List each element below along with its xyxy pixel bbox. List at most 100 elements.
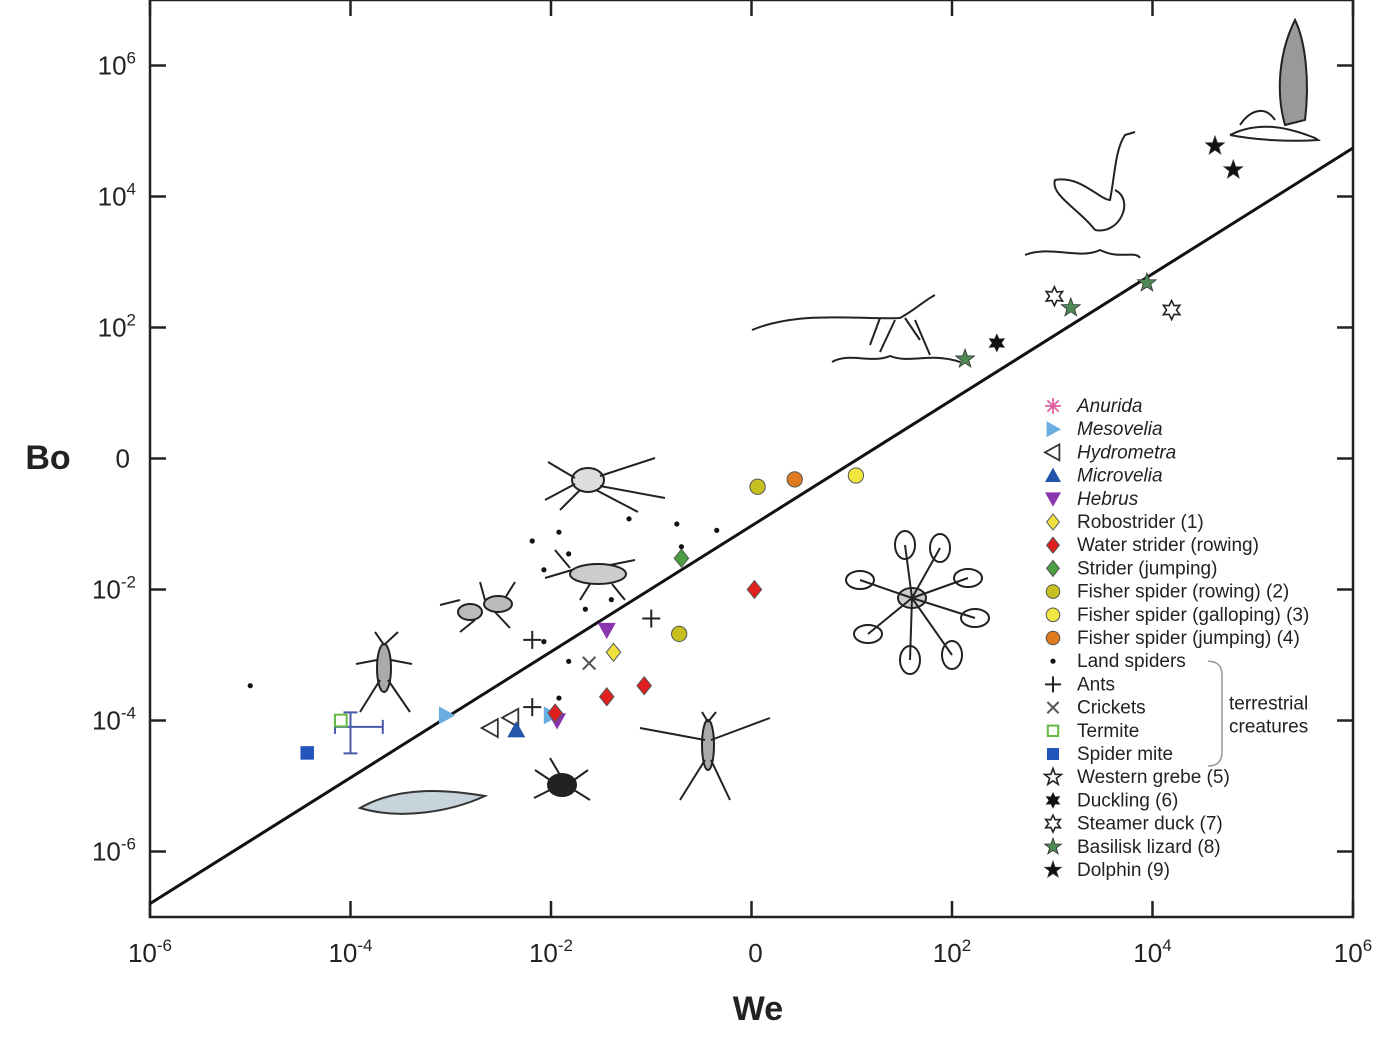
point-ants	[523, 630, 542, 649]
legend-marker-western-grebe-5	[1042, 766, 1064, 787]
point-ants	[642, 609, 661, 628]
legend-marker-fisher-spider-galloping-3	[1045, 607, 1061, 623]
y-tick-label-base: 10	[92, 837, 121, 867]
point-land-spiders	[529, 538, 535, 544]
legend-label-anurida: Anurida	[1076, 396, 1143, 417]
x-tick-label: 106	[1334, 936, 1372, 968]
point-land-spiders	[247, 683, 253, 689]
point-strider-jumping	[673, 548, 690, 569]
x-tick-label-base: 10	[1334, 938, 1363, 968]
y-tick-label-exponent: 6	[127, 49, 136, 68]
ant-illustration	[439, 581, 516, 633]
y-tick-label: 102	[98, 311, 136, 343]
fisher-spider-illustration	[845, 530, 990, 675]
point-robostrider-1	[605, 642, 622, 663]
x-tick-label-exponent: 4	[1162, 936, 1171, 955]
legend-marker-water-strider-rowing	[1045, 536, 1061, 555]
legend-marker-robostrider-1	[1045, 513, 1061, 531]
point-land-spiders	[556, 695, 562, 701]
x-tick-label-exponent: 6	[1363, 936, 1372, 955]
legend-marker-ants	[1045, 676, 1061, 693]
legend-marker-anurida	[1045, 398, 1061, 414]
x-tick-label: 10-4	[328, 936, 372, 968]
x-tick-label: 102	[933, 936, 971, 968]
point-land-spiders	[626, 516, 632, 522]
point-water-strider-rowing	[598, 687, 615, 707]
y-tick-label-base: 10	[98, 313, 127, 343]
legend-label-land-spiders: Land spiders	[1077, 651, 1186, 672]
y-tick-label: 0	[116, 444, 130, 474]
x-tick-label: 10-2	[529, 936, 573, 968]
x-tick-label: 10-6	[128, 936, 172, 968]
x-tick-label-exponent: -6	[157, 936, 172, 955]
legend-marker-basilisk-lizard-8	[1043, 836, 1063, 855]
point-basilisk-lizard-8	[1060, 296, 1082, 317]
legend-label-microvelia: Microvelia	[1077, 466, 1163, 487]
point-spider-mite	[300, 746, 314, 760]
point-ants	[523, 698, 542, 717]
point-duckling-6	[988, 333, 1005, 353]
y-tick-label: 10-4	[92, 704, 136, 736]
x-tick-label-exponent: -4	[357, 936, 372, 955]
spider-illustration	[544, 457, 666, 513]
point-land-spiders	[582, 606, 588, 612]
legend-label-spider-mite: Spider mite	[1077, 744, 1173, 765]
dolphin-illustration	[1229, 17, 1321, 142]
legend-marker-dolphin-9	[1043, 860, 1063, 879]
point-dolphin-9	[1204, 134, 1226, 155]
water-strider-right-illustration	[639, 711, 771, 801]
point-land-spiders	[714, 527, 720, 533]
x-tick-label-exponent: 2	[962, 936, 971, 955]
y-tick-label: 106	[98, 49, 136, 81]
x-tick-label-exponent: -2	[558, 936, 573, 955]
y-tick-label-exponent: -2	[121, 573, 136, 592]
point-fisher-spider-rowing-2	[671, 625, 688, 643]
data-markers	[247, 134, 1244, 760]
legend-label-strider-jumping: Strider (jumping)	[1077, 558, 1217, 579]
y-tick-label-base: 10	[98, 182, 127, 212]
point-basilisk-lizard-8	[954, 347, 976, 368]
legend-marker-microvelia	[1045, 467, 1061, 482]
error-bar	[333, 711, 384, 755]
point-fisher-spider-galloping-3	[847, 467, 865, 484]
legend-marker-land-spiders	[1050, 658, 1056, 664]
legend-label-dolphin-9: Dolphin (9)	[1077, 860, 1170, 881]
x-tick-label-base: 10	[933, 938, 962, 968]
legend-label-water-strider-rowing: Water strider (rowing)	[1077, 535, 1259, 556]
point-land-spiders	[541, 567, 547, 573]
point-termite	[333, 713, 348, 728]
legend-marker-strider-jumping	[1045, 559, 1061, 578]
point-hebrus	[597, 622, 616, 640]
y-tick-label: 10-2	[92, 573, 136, 605]
legend-marker-termite	[1046, 724, 1060, 737]
legend-label-mesovelia: Mesovelia	[1077, 419, 1163, 440]
legend-marker-steamer-duck-7	[1044, 813, 1062, 834]
point-basilisk-lizard-8	[1136, 271, 1158, 292]
x-tick-label: 104	[1133, 936, 1171, 968]
beetle-illustration	[533, 757, 591, 801]
y-tick-label-exponent: 4	[127, 180, 136, 199]
legend-marker-mesovelia	[1046, 421, 1061, 438]
point-fisher-spider-jumping-4	[786, 471, 803, 488]
point-crickets	[582, 656, 597, 671]
point-steamer-duck-7	[1161, 298, 1182, 322]
point-water-strider-rowing	[636, 675, 653, 696]
legend-label-fisher-spider-rowing-2: Fisher spider (rowing) (2)	[1077, 582, 1289, 603]
terrestrial-group-label: terrestrial	[1229, 694, 1308, 715]
legend-marker-fisher-spider-jumping-4	[1045, 630, 1061, 646]
y-axis-title: Bo	[25, 439, 70, 477]
legend-marker-hydrometra	[1043, 442, 1061, 462]
y-tick-label: 104	[98, 180, 136, 212]
legend-marker-fisher-spider-rowing-2	[1045, 584, 1061, 599]
legend-marker-spider-mite	[1047, 748, 1059, 760]
larva-illustration	[357, 789, 489, 815]
x-tick-label-base: 0	[748, 938, 762, 968]
point-steamer-duck-7	[1044, 284, 1065, 308]
fit-line	[149, 146, 1354, 905]
point-land-spiders	[608, 597, 614, 603]
point-hydrometra	[500, 707, 520, 729]
